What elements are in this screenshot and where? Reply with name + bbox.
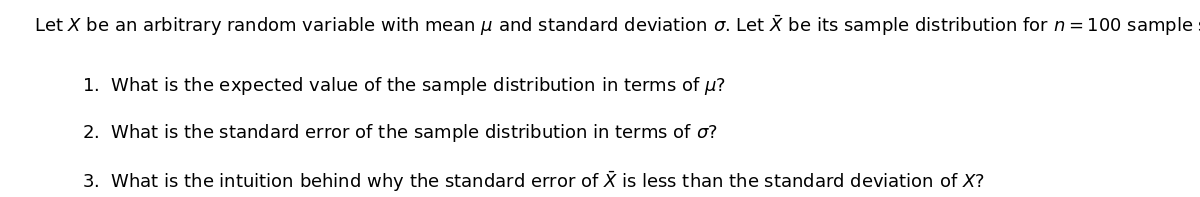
Text: Let $X$ be an arbitrary random variable with mean $\mu$ and standard deviation $: Let $X$ be an arbitrary random variable … (34, 14, 1200, 38)
Text: 3.  What is the intuition behind why the standard error of $\bar{X}$ is less tha: 3. What is the intuition behind why the … (82, 169, 984, 194)
Text: 2.  What is the standard error of the sample distribution in terms of $\sigma$?: 2. What is the standard error of the sam… (82, 122, 718, 144)
Text: 1.  What is the expected value of the sample distribution in terms of $\mu$?: 1. What is the expected value of the sam… (82, 75, 726, 97)
